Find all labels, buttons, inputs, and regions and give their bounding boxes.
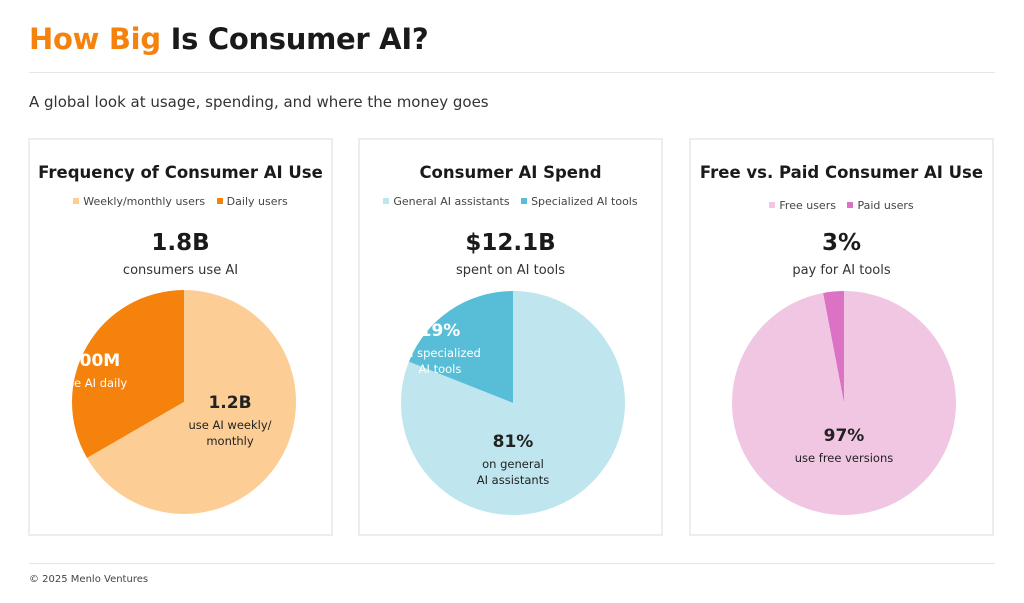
headline-value: 1.8B bbox=[151, 230, 210, 256]
legend-label: Free users bbox=[779, 199, 836, 212]
pie-slice-free-users bbox=[732, 291, 956, 515]
legend-swatch-weekly bbox=[73, 198, 80, 204]
slice-caption-label: AI assistants bbox=[477, 473, 549, 487]
pie-chart-spend: 19% on specialized AI tools 81% on general AI… bbox=[399, 291, 625, 515]
legend-item-daily: Daily users bbox=[216, 195, 288, 208]
legend-item-paid: Paid users bbox=[847, 199, 914, 212]
slice-caption-label: monthly bbox=[206, 434, 254, 448]
chart-card-free-vs-paid: Free vs. Paid Consumer AI Use Free users… bbox=[689, 138, 994, 536]
headline-caption: spent on AI tools bbox=[455, 263, 566, 278]
chart-card-spend: Consumer AI Spend General AI assistants … bbox=[358, 138, 663, 536]
chart-card-frequency: Frequency of Consumer AI Use Weekly/mont… bbox=[28, 138, 333, 536]
legend-swatch-daily bbox=[216, 198, 223, 204]
legend-item-general: General AI assistants bbox=[383, 195, 510, 208]
headline-caption: consumers use AI bbox=[122, 263, 239, 278]
chart-title: Free vs. Paid Consumer AI Use bbox=[699, 163, 984, 182]
footer-divider bbox=[29, 563, 995, 564]
legend-label: Paid users bbox=[857, 199, 914, 212]
slice-value-label: 1.2B bbox=[208, 393, 251, 413]
pie-chart-free-vs-paid: 97% use free versions bbox=[732, 291, 956, 515]
slice-caption-label: use free versions bbox=[795, 451, 893, 465]
pie-slice-weekly-monthly-users bbox=[87, 290, 296, 514]
pie-slice-daily-users bbox=[72, 290, 184, 458]
slice-caption-label: on general bbox=[482, 457, 544, 471]
page-title-accent: How Big bbox=[29, 22, 161, 56]
pie-chart-frequency: 600M use AI daily 1.2B use AI weekly/monthl… bbox=[61, 290, 296, 514]
pie-slice-paid-users bbox=[823, 291, 844, 403]
slice-value-label: 19% bbox=[420, 321, 461, 341]
legend-label: Weekly/monthly users bbox=[83, 195, 206, 208]
pie-slice-specialized-ai-tools bbox=[408, 291, 513, 403]
slice-caption-label: AI tools bbox=[419, 362, 462, 376]
page-title: How Big Is Consumer AI? bbox=[29, 22, 429, 56]
page-title-rest: Is Consumer AI? bbox=[160, 22, 429, 56]
chart-legend: General AI assistants Specialized AI too… bbox=[360, 195, 661, 208]
header-divider bbox=[29, 72, 995, 73]
chart-title: Consumer AI Spend bbox=[419, 163, 602, 182]
legend-swatch-specialized bbox=[521, 198, 528, 204]
slice-caption-label: use AI daily bbox=[61, 376, 128, 390]
slice-caption-label: use AI weekly/ bbox=[188, 418, 271, 432]
legend-swatch-general bbox=[383, 198, 390, 204]
slice-value-label: 600M bbox=[68, 351, 120, 371]
headline-value: $12.1B bbox=[465, 230, 556, 256]
legend-item-weekly: Weekly/monthly users bbox=[73, 195, 205, 208]
pie-slice-general-ai-assistants bbox=[400, 291, 625, 515]
chart-title: Frequency of Consumer AI Use bbox=[38, 163, 323, 182]
slice-value-label: 97% bbox=[824, 426, 865, 446]
headline-caption: pay for AI tools bbox=[792, 263, 891, 278]
footer-copyright: © 2025 Menlo Ventures bbox=[29, 574, 149, 585]
legend-label: Specialized AI tools bbox=[531, 195, 638, 208]
chart-legend: Free users Paid users bbox=[691, 199, 992, 212]
legend-swatch-free bbox=[769, 202, 776, 208]
legend-item-free: Free users bbox=[769, 199, 836, 212]
legend-label: General AI assistants bbox=[393, 195, 510, 208]
legend-label: Daily users bbox=[226, 195, 288, 208]
legend-item-specialized: Specialized AI tools bbox=[521, 195, 638, 208]
headline-value: 3% bbox=[821, 230, 862, 256]
page-subtitle: A global look at usage, spending, and wh… bbox=[29, 93, 489, 111]
chart-legend: Weekly/monthly users Daily users bbox=[30, 195, 331, 208]
slice-caption-label: on specialized bbox=[399, 346, 481, 360]
legend-swatch-paid bbox=[847, 202, 854, 208]
slice-value-label: 81% bbox=[493, 432, 534, 452]
